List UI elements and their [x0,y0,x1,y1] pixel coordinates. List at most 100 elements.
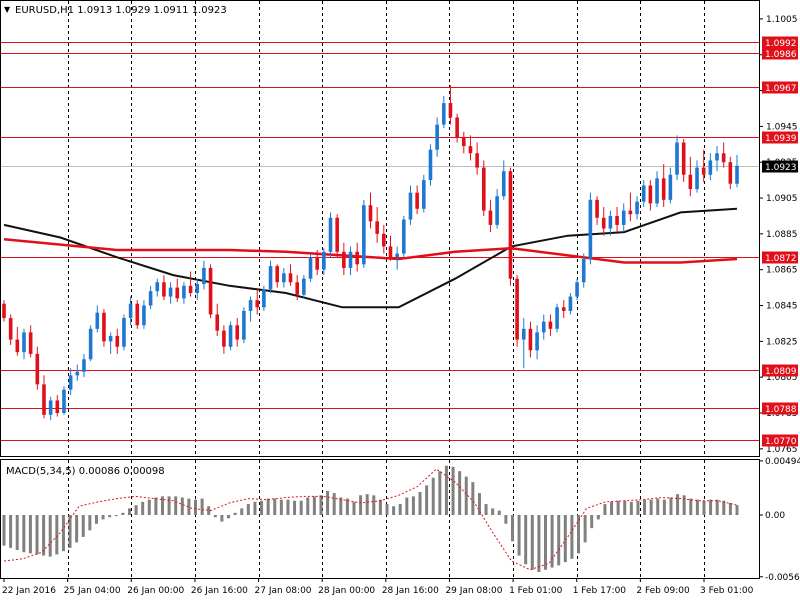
macd-bar [537,515,541,572]
candle-body [675,142,679,175]
symbol-header[interactable]: ▼ EURUSD,H1 1.0913 1.0929 1.0911 1.0923 [4,5,227,16]
candle-body [255,300,260,308]
candle-body [735,165,739,184]
candle [568,292,573,315]
macd-bar [68,515,72,548]
macd-bar [121,512,125,516]
macd-bar [689,498,693,516]
time-tick-label: 22 Jan 2016 [2,586,56,596]
candle [22,328,26,360]
macd-panel-frame [0,459,760,579]
macd-bar [101,515,105,520]
candle-body [475,153,479,168]
candle-body [382,233,386,247]
candle [168,282,173,304]
macd-bar [524,515,528,565]
candle [15,327,20,356]
candle-body [362,205,366,265]
chart-menu-icon[interactable]: ▼ [4,5,11,14]
time-tick-label: 27 Jan 08:00 [255,586,312,596]
macd-bar [715,499,719,516]
candle-body [202,267,206,285]
macd-bar [227,515,231,519]
macd-bar [114,515,118,517]
candle-body [455,117,459,138]
macd-bar [207,506,211,516]
macd-bar [418,491,422,516]
candle-body [208,267,213,315]
candle [461,131,466,154]
macd-bar [411,496,415,516]
candle [295,275,299,301]
candle [68,368,73,396]
candle-body [422,180,426,209]
candle-body [175,287,180,299]
candle [501,160,506,200]
candle-body [148,291,153,306]
macd-bar [444,465,448,516]
macd-bar [359,495,363,516]
candle-body [721,153,726,163]
time-tick-label: 2 Feb 09:00 [636,586,690,596]
candle-body [55,400,60,414]
candle-body [528,328,533,351]
candle [328,212,333,258]
candle [262,285,266,311]
macd-bar [94,515,98,524]
candle-body [661,178,666,200]
level-tag [762,434,798,447]
candle-body [282,273,286,283]
candle-body [681,142,686,175]
candle [615,207,619,233]
macd-bar [306,497,310,516]
macd-bar [649,499,653,516]
moving-average-line [3,207,738,309]
candle-body [655,178,659,204]
macd-bar [167,496,171,516]
macd-bar [108,515,112,518]
macd-bar [378,499,382,516]
candle-body [595,199,599,218]
macd-bar [339,497,343,516]
candle [62,386,66,415]
candle-body [162,282,166,297]
moving-average-line [3,237,738,264]
candle [661,164,666,208]
candle-body [508,171,513,279]
candle-body [388,246,393,258]
candle-body [215,314,220,331]
macd-bar [293,500,297,516]
time-tick-label: 3 Feb 01:00 [700,586,754,596]
macd-bar [728,502,732,516]
candle-body [315,257,319,270]
macd-bar [385,504,389,516]
macd-bar [636,500,640,516]
candle-body [635,201,639,215]
candle-body [568,296,573,311]
macd-bar [273,498,277,516]
time-tick-label: 28 Jan 00:00 [318,586,375,596]
macd-bar [332,493,336,516]
candle-body [628,210,633,215]
macd-bar [279,499,283,516]
candle-body [402,219,406,254]
candle-body [102,312,106,342]
candle-body [601,217,606,229]
macd-axis: 0.00494 0.00 -0.00564 [759,457,800,583]
macd-signal-line [3,468,738,571]
candle-body [288,273,293,283]
candle [235,318,240,347]
candle-body [368,205,373,222]
macd-bar [187,498,191,516]
time-axis: 22 Jan 2016 25 Jan 04:00 26 Jan 00:00 26 Ja… [2,578,754,596]
candle [595,196,599,225]
candle [408,185,413,225]
candle-body [195,284,200,293]
time-tick-label: 29 Jan 08:00 [445,586,502,596]
candle [348,246,353,276]
level-tag-label: 1.0770 [765,437,797,447]
macd-bar [48,515,52,557]
level-tag-label: 1.0809 [765,367,797,377]
price-tick-label: 1.0825 [766,337,798,347]
